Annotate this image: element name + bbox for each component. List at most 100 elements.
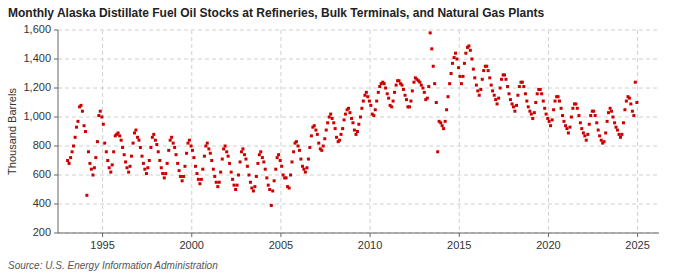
point (395, 84, 398, 87)
tick-x (459, 233, 460, 237)
point (249, 181, 252, 184)
point (170, 136, 173, 139)
tick-label-y: 1,600 (23, 23, 51, 35)
point (280, 165, 283, 168)
point (191, 149, 194, 152)
point (525, 100, 528, 103)
point (457, 66, 460, 69)
point (543, 107, 546, 110)
point (96, 140, 99, 143)
point (622, 121, 625, 124)
point (198, 182, 201, 185)
point (163, 176, 166, 179)
point (586, 133, 589, 136)
point (288, 187, 291, 190)
point (585, 139, 588, 142)
point (134, 129, 137, 132)
point (334, 127, 337, 130)
point (475, 84, 478, 87)
tick-label-x: 2015 (447, 239, 471, 251)
point (611, 116, 614, 119)
grid (58, 30, 659, 233)
point (201, 168, 204, 171)
point (341, 127, 344, 130)
point (574, 102, 577, 105)
point (143, 168, 146, 171)
grid-line-x (370, 30, 371, 233)
point (317, 142, 320, 145)
grid-line-y (58, 88, 659, 89)
point (421, 87, 424, 90)
point (93, 166, 96, 169)
point (297, 145, 300, 148)
point (169, 139, 172, 142)
point (620, 133, 623, 136)
point (635, 101, 638, 104)
point (80, 104, 83, 107)
point (212, 168, 215, 171)
point (565, 127, 568, 130)
point (445, 108, 448, 111)
point (97, 114, 100, 117)
point (185, 152, 188, 155)
point (340, 133, 343, 136)
point (418, 81, 421, 84)
point (152, 133, 155, 136)
grid-line-y (58, 30, 659, 31)
point (225, 150, 228, 153)
point (453, 56, 456, 59)
point (210, 159, 213, 162)
tick-label-x: 1995 (90, 239, 114, 251)
point (72, 145, 75, 148)
point (307, 158, 310, 161)
point (90, 168, 93, 171)
point (594, 114, 597, 117)
point (71, 150, 74, 153)
point (348, 111, 351, 114)
point (493, 94, 496, 97)
point (562, 120, 565, 123)
point (390, 105, 393, 108)
point (386, 92, 389, 95)
point (167, 149, 170, 152)
grid-line-x (280, 30, 281, 233)
point (384, 87, 387, 90)
point (441, 124, 444, 127)
point (258, 153, 261, 156)
tick-label-x: 2025 (625, 239, 649, 251)
point (552, 108, 555, 111)
point (609, 107, 612, 110)
tick-y (54, 175, 58, 176)
point (166, 162, 169, 165)
point (485, 65, 488, 68)
point (516, 94, 519, 97)
point (203, 155, 206, 158)
point (600, 139, 603, 142)
point (160, 166, 163, 169)
tick-x (102, 233, 103, 237)
point (154, 139, 157, 142)
point (173, 146, 176, 149)
point (85, 194, 88, 197)
point (264, 168, 267, 171)
point (100, 116, 103, 119)
point (515, 104, 518, 107)
point (246, 165, 249, 168)
point (146, 166, 149, 169)
point (219, 171, 222, 174)
point (458, 75, 461, 78)
tick-y (54, 117, 58, 118)
point (83, 124, 86, 127)
point (221, 158, 224, 161)
point (331, 117, 334, 120)
y-axis-line (58, 30, 59, 233)
point (285, 176, 288, 179)
point (282, 174, 285, 177)
point (539, 88, 542, 91)
point (372, 114, 375, 117)
point (84, 130, 87, 133)
point (455, 58, 458, 61)
point (213, 175, 216, 178)
point (508, 92, 511, 95)
point (218, 181, 221, 184)
